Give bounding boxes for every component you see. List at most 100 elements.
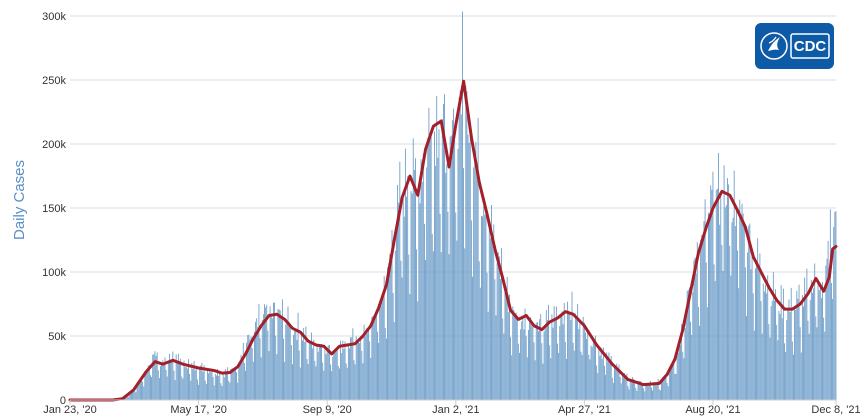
daily-case-bar bbox=[311, 332, 312, 400]
daily-case-bar bbox=[413, 170, 415, 400]
y-tick-label: 0 bbox=[60, 395, 66, 407]
daily-case-bar bbox=[236, 372, 238, 400]
daily-case-bar bbox=[563, 302, 565, 400]
daily-case-bar bbox=[580, 351, 582, 400]
daily-case-bar bbox=[481, 215, 482, 400]
daily-case-bar bbox=[451, 120, 453, 401]
daily-case-bar bbox=[719, 224, 721, 400]
daily-case-bar bbox=[245, 370, 246, 400]
daily-case-bar bbox=[254, 331, 255, 400]
daily-case-bar bbox=[496, 263, 498, 400]
daily-case-bar bbox=[283, 338, 284, 400]
daily-case-bar bbox=[232, 368, 234, 400]
x-tick-label: Jan 23, '20 bbox=[43, 404, 96, 416]
y-axis-label: Daily Cases bbox=[11, 160, 28, 240]
daily-case-bar bbox=[751, 248, 753, 400]
daily-case-bar bbox=[620, 383, 622, 400]
daily-case-bar bbox=[644, 391, 646, 400]
daily-case-bar bbox=[718, 153, 719, 400]
daily-case-bar bbox=[450, 135, 452, 400]
daily-case-bar bbox=[762, 283, 764, 400]
daily-case-bar bbox=[731, 222, 733, 400]
daily-case-bar bbox=[144, 373, 146, 400]
daily-case-bar bbox=[392, 292, 394, 400]
daily-case-bar bbox=[648, 382, 650, 400]
daily-case-bar bbox=[574, 313, 576, 400]
daily-case-bar bbox=[523, 329, 525, 400]
daily-case-bar bbox=[288, 321, 290, 400]
daily-case-bar bbox=[672, 363, 674, 400]
daily-case-bar bbox=[176, 361, 178, 400]
daily-case-bar bbox=[579, 320, 581, 400]
daily-case-bar bbox=[181, 376, 183, 400]
daily-case-bar bbox=[210, 372, 212, 400]
daily-case-bar bbox=[491, 204, 492, 400]
daily-case-bar bbox=[349, 348, 350, 400]
daily-case-bar bbox=[685, 310, 687, 400]
daily-case-bar bbox=[629, 381, 631, 400]
daily-case-bar bbox=[595, 335, 596, 400]
daily-case-bar bbox=[220, 383, 222, 400]
daily-case-bar bbox=[307, 363, 309, 400]
daily-case-bar bbox=[364, 336, 366, 400]
daily-case-bar bbox=[190, 380, 192, 400]
axes: 0 50k 100k 150k 200k 250k 300k Jan 23, '20 May 1… bbox=[42, 11, 860, 416]
daily-case-bar bbox=[313, 339, 315, 400]
daily-case-bar bbox=[689, 287, 690, 400]
daily-case-bar bbox=[292, 364, 293, 400]
daily-case-bar bbox=[365, 328, 367, 400]
daily-case-bar bbox=[739, 199, 741, 400]
daily-case-bar bbox=[360, 336, 362, 400]
daily-case-bar bbox=[412, 138, 414, 400]
daily-case-bar bbox=[400, 260, 402, 400]
daily-case-bar bbox=[581, 355, 583, 400]
daily-case-bar bbox=[489, 238, 491, 400]
daily-case-bar bbox=[398, 202, 400, 400]
daily-case-bar bbox=[264, 304, 265, 400]
daily-case-bar bbox=[738, 288, 740, 400]
daily-case-bar bbox=[495, 315, 497, 400]
daily-case-bar bbox=[393, 322, 395, 400]
daily-case-bar bbox=[294, 328, 296, 400]
daily-case-bar bbox=[564, 341, 566, 400]
daily-case-bar bbox=[797, 298, 799, 400]
daily-case-bar bbox=[561, 311, 563, 400]
daily-case-bar bbox=[476, 167, 478, 400]
daily-case-bar bbox=[526, 357, 528, 400]
daily-case-bar bbox=[788, 299, 790, 400]
daily-case-bar bbox=[662, 380, 664, 400]
daily-case-bar bbox=[385, 338, 387, 400]
daily-case-bar bbox=[735, 208, 737, 400]
daily-case-bar bbox=[502, 318, 504, 400]
daily-case-bar bbox=[701, 234, 703, 400]
daily-case-bar bbox=[275, 335, 277, 400]
daily-case-bar bbox=[746, 316, 747, 400]
daily-case-bar bbox=[153, 353, 155, 400]
daily-case-bar bbox=[293, 334, 295, 400]
daily-case-bar bbox=[546, 320, 548, 400]
daily-case-bar bbox=[716, 188, 718, 400]
daily-case-bar bbox=[203, 365, 205, 400]
daily-case-bar bbox=[458, 97, 460, 400]
daily-case-bar bbox=[421, 181, 423, 400]
daily-case-bar bbox=[445, 172, 447, 400]
daily-case-bar bbox=[134, 391, 136, 400]
daily-case-bar bbox=[562, 324, 564, 400]
daily-case-bar bbox=[289, 325, 291, 400]
daily-case-bar bbox=[808, 333, 810, 400]
daily-case-bar bbox=[823, 317, 825, 400]
daily-case-bar bbox=[401, 277, 403, 400]
daily-case-bar bbox=[327, 345, 329, 400]
daily-case-bar bbox=[425, 260, 426, 400]
daily-case-bar bbox=[316, 344, 318, 400]
daily-case-bar bbox=[151, 377, 153, 400]
daily-case-bar bbox=[693, 260, 695, 400]
daily-case-bar bbox=[374, 313, 376, 400]
daily-case-bar bbox=[378, 342, 380, 400]
daily-case-bar bbox=[541, 343, 543, 400]
daily-case-bar bbox=[196, 379, 198, 400]
daily-case-bar bbox=[700, 239, 702, 400]
daily-case-bar bbox=[335, 350, 337, 400]
daily-case-bar bbox=[340, 340, 341, 400]
daily-case-bar bbox=[760, 301, 762, 400]
